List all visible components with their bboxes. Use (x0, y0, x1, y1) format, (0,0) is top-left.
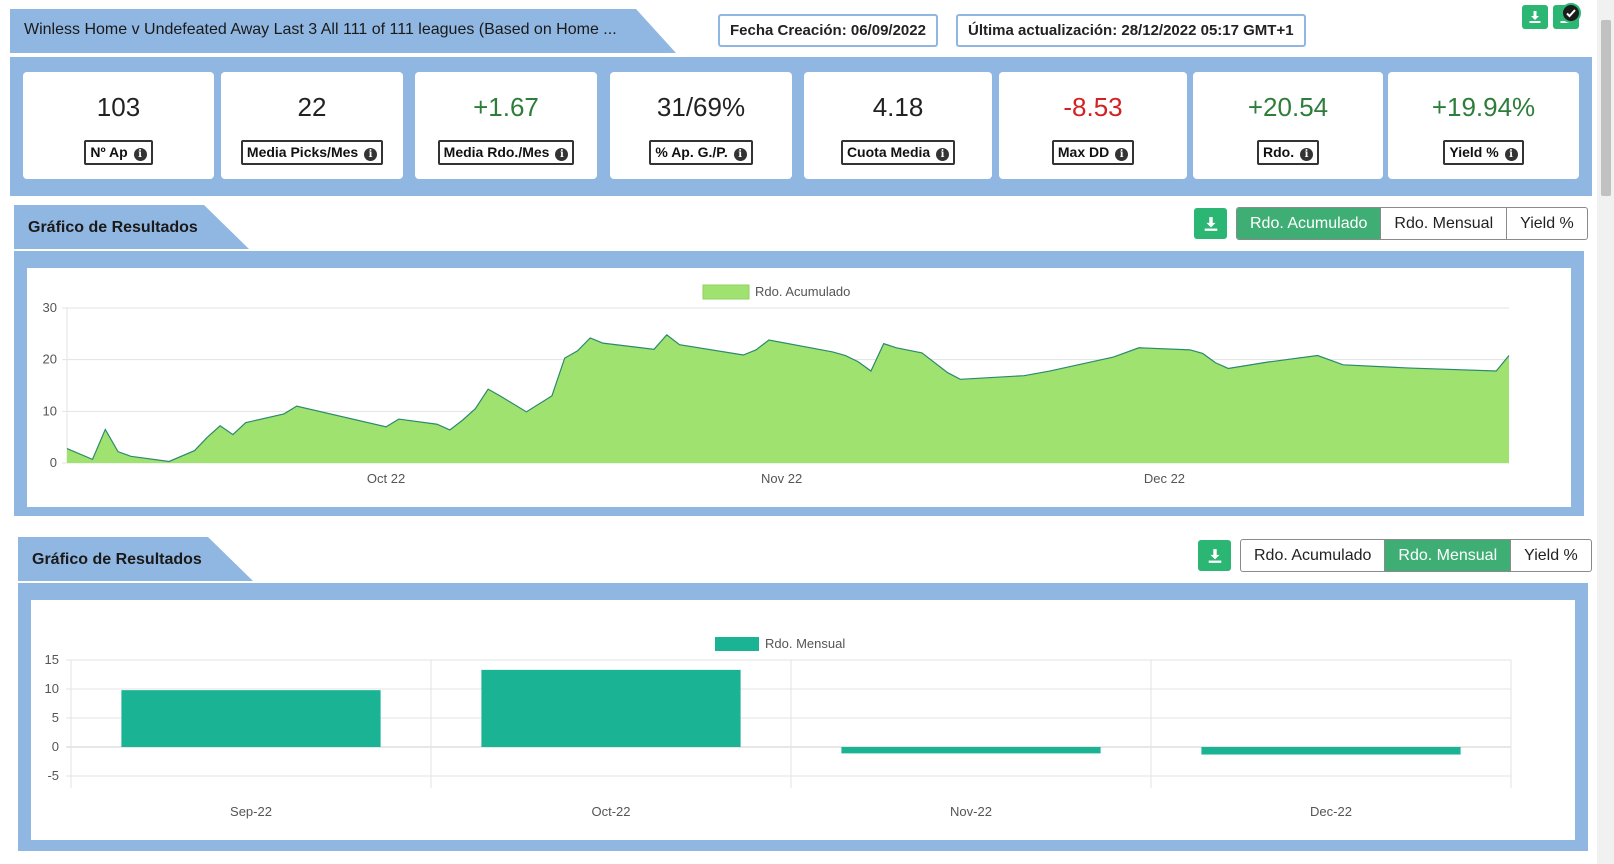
stat-value: 4.18 (872, 92, 924, 122)
scrollbar-thumb[interactable] (1601, 20, 1611, 196)
y-tick-label: 0 (52, 739, 59, 754)
stat-card-media-picks: 22 Media Picks/Mes i (221, 72, 403, 179)
chart-frame-acumulado: Rdo. Acumulado 0 10 20 30 Oct 22 Nov 22 Dec 22 (14, 251, 1584, 516)
bar (481, 669, 741, 747)
stat-value: +1.67 (473, 92, 539, 122)
info-icon[interactable]: i (364, 148, 378, 161)
header-tab-shape (10, 9, 676, 53)
x-tick-label: Nov-22 (950, 804, 992, 819)
page-title: Winless Home v Undefeated Away Last 3 Al… (24, 21, 617, 38)
stat-card-ap-gp: 31/69% % Ap. G./P. i (610, 72, 792, 179)
y-tick-label: 10 (43, 403, 57, 418)
scrollbar-track[interactable] (1597, 0, 1614, 864)
y-tick-label: 15 (45, 652, 59, 667)
legend-label: Rdo. Mensual (765, 636, 845, 651)
info-icon[interactable]: i (555, 148, 569, 161)
chart-area-mensual: Rdo. Mensual -5 0 5 10 15 Sep-22 Oct-22 Nov-22 De… (31, 600, 1575, 840)
tab-yield[interactable]: Yield % (1506, 208, 1587, 239)
stat-label[interactable]: Cuota Media i (840, 140, 956, 165)
stat-value: 22 (297, 92, 327, 122)
chart-download-button[interactable] (1198, 540, 1231, 571)
bar-chart: Rdo. Mensual -5 0 5 10 15 Sep-22 Oct-22 Nov-22 De… (45, 636, 1512, 819)
x-tick-label: Dec-22 (1310, 804, 1352, 819)
stat-label[interactable]: Nº Ap i (84, 140, 153, 165)
tab-rdo-acumulado[interactable]: Rdo. Acumulado (1237, 208, 1381, 239)
stat-label[interactable]: Yield % i (1443, 140, 1524, 165)
stat-card-media-rdo: +1.67 Media Rdo./Mes i (415, 72, 597, 179)
download-icon (1529, 11, 1541, 23)
stat-card-cuota-media: 4.18 Cuota Media i (804, 72, 992, 179)
stat-label[interactable]: Media Picks/Mes i (240, 140, 384, 165)
stat-label[interactable]: % Ap. G./P. i (649, 140, 753, 165)
stat-card-rdo: +20.54 Rdo. i (1193, 72, 1383, 179)
download-icon (1204, 216, 1217, 231)
legend-swatch (715, 637, 759, 651)
section-title: Gráfico de Resultados (32, 551, 202, 568)
series-line (66, 334, 1510, 463)
chart-mode-toggle: Rdo. Acumulado Rdo. Mensual Yield % (1240, 539, 1592, 572)
y-tick-label: 0 (50, 455, 57, 470)
stat-value: -8.53 (1063, 92, 1123, 122)
check-icon (1561, 3, 1581, 23)
stat-value: +19.94% (1431, 92, 1536, 122)
y-tick-label: 20 (43, 352, 57, 367)
stat-label[interactable]: Rdo. i (1257, 140, 1319, 165)
y-tick-label: 10 (45, 681, 59, 696)
stats-panel: 103 Nº Ap i 22 Media Picks/Mes i +1.67 M… (10, 57, 1592, 196)
tab-rdo-mensual[interactable]: Rdo. Mensual (1380, 208, 1506, 239)
chart-mode-toggle: Rdo. Acumulado Rdo. Mensual Yield % (1236, 207, 1588, 240)
x-tick-label: Nov 22 (761, 471, 802, 486)
area-chart: Rdo. Acumulado 0 10 20 30 Oct 22 Nov 22 Dec 22 (43, 284, 1510, 486)
info-icon[interactable]: i (936, 148, 950, 161)
tab-yield[interactable]: Yield % (1510, 540, 1591, 571)
section-tab-acumulado: Gráfico de Resultados (14, 205, 254, 250)
info-icon[interactable]: i (133, 148, 147, 161)
x-tick-label: Sep-22 (230, 804, 272, 819)
bar (121, 690, 381, 747)
section-tab-mensual: Gráfico de Resultados (18, 537, 258, 582)
stat-label[interactable]: Max DD i (1051, 140, 1135, 165)
bar (841, 747, 1101, 754)
fecha-creacion-badge: Fecha Creación: 06/09/2022 (718, 14, 938, 47)
x-tick-label: Oct 22 (367, 471, 405, 486)
y-tick-label: -5 (47, 768, 59, 783)
chart-frame-mensual: Rdo. Mensual -5 0 5 10 15 Sep-22 Oct-22 Nov-22 De… (18, 583, 1588, 851)
stat-card-ap: 103 Nº Ap i (23, 72, 214, 179)
legend-label: Rdo. Acumulado (755, 284, 850, 299)
y-tick-label: 30 (43, 300, 57, 315)
bar (1201, 747, 1461, 755)
stat-card-max-dd: -8.53 Max DD i (999, 72, 1187, 179)
tab-rdo-mensual[interactable]: Rdo. Mensual (1384, 540, 1511, 571)
header-title-tab: Winless Home v Undefeated Away Last 3 Al… (10, 9, 696, 54)
area-fill (67, 334, 1509, 463)
chart-area-acumulado: Rdo. Acumulado 0 10 20 30 Oct 22 Nov 22 Dec 22 (27, 268, 1571, 507)
info-icon[interactable]: i (1115, 148, 1129, 161)
tab-rdo-acumulado[interactable]: Rdo. Acumulado (1254, 546, 1372, 564)
x-tick-label: Oct-22 (591, 804, 630, 819)
legend-swatch (702, 284, 750, 300)
y-tick-label: 5 (52, 710, 59, 725)
stat-value: +20.54 (1247, 92, 1329, 122)
info-icon[interactable]: i (1504, 148, 1518, 161)
stat-value: 31/69% (656, 92, 746, 122)
stat-label[interactable]: Media Rdo./Mes i (437, 140, 575, 165)
ultima-actualizacion-badge: Última actualización: 28/12/2022 05:17 G… (956, 14, 1306, 47)
stat-card-yield: +19.94% Yield % i (1388, 72, 1579, 179)
section-title: Gráfico de Resultados (28, 219, 198, 236)
info-icon[interactable]: i (1300, 148, 1313, 161)
download-icon (1208, 548, 1221, 563)
header-download-button[interactable] (1522, 5, 1548, 29)
x-tick-label: Dec 22 (1144, 471, 1185, 486)
info-icon[interactable]: i (733, 148, 747, 161)
chart-download-button[interactable] (1194, 208, 1227, 239)
stat-value: 103 (96, 92, 141, 122)
